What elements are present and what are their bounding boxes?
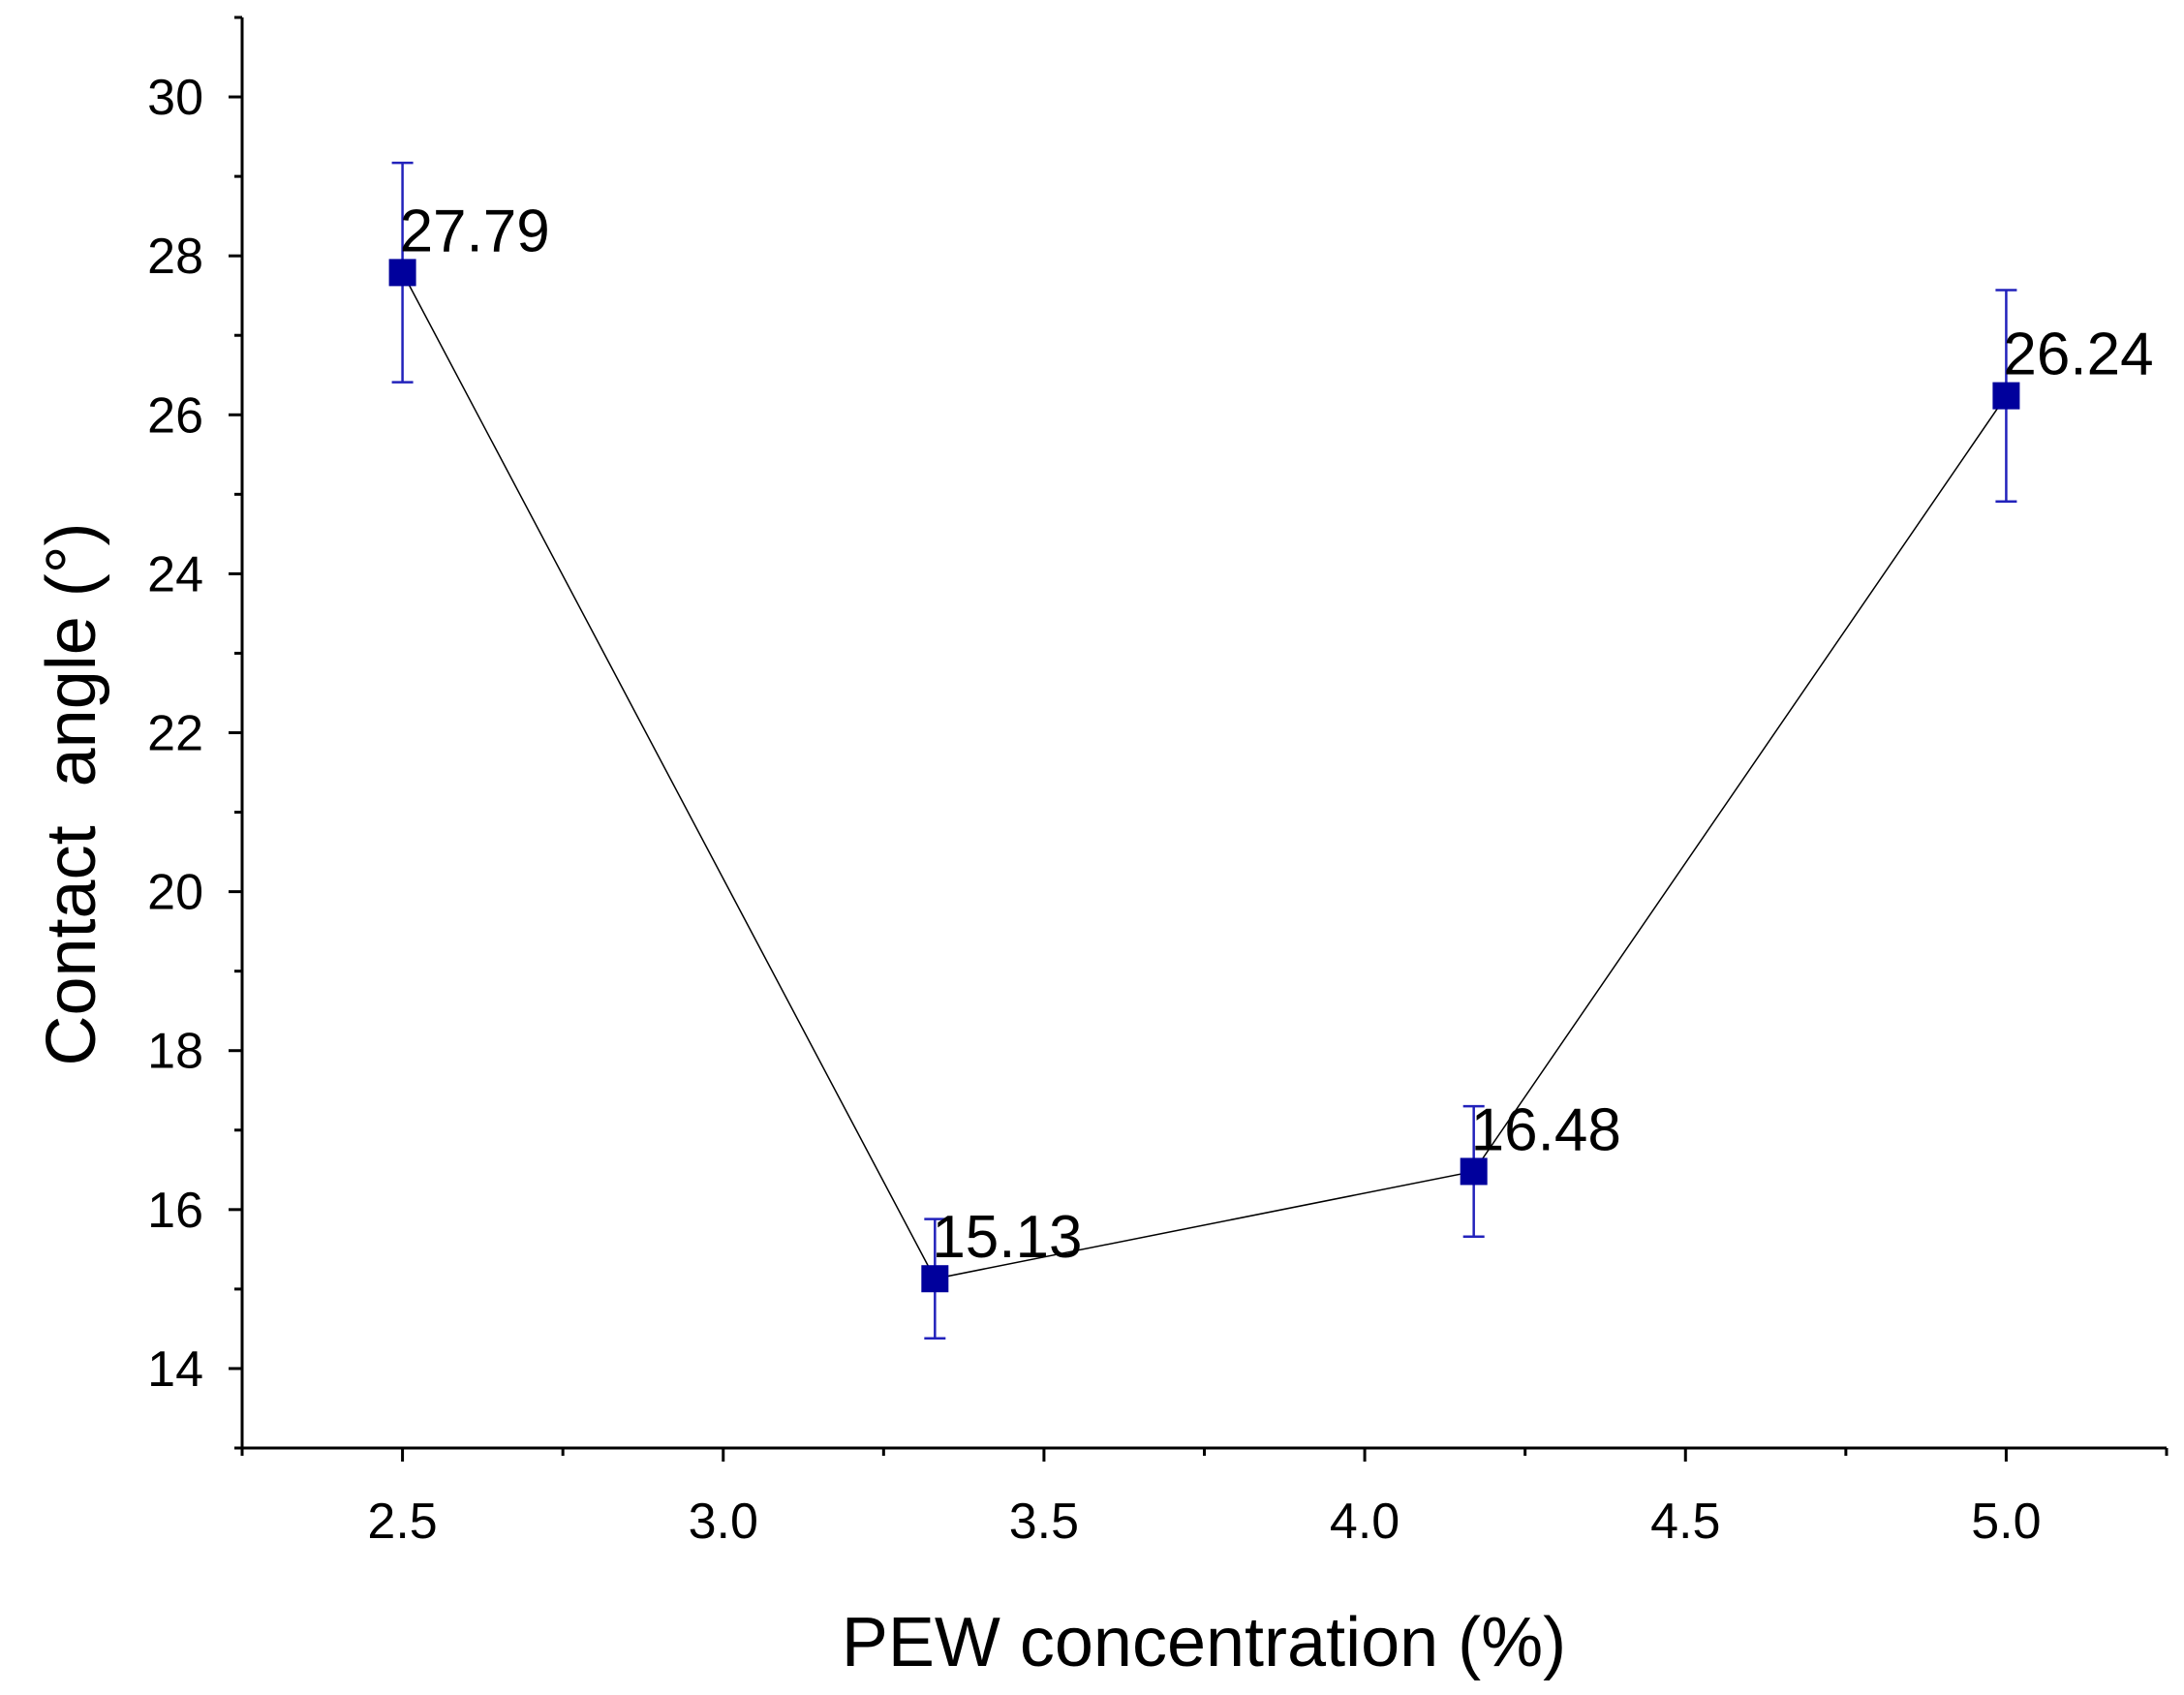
x-axis-title: PEW concentration (%) bbox=[842, 1604, 1566, 1681]
y-tick-label: 20 bbox=[147, 865, 203, 921]
y-ticks: 14 16 18 20 22 24 26 28 30 bbox=[147, 15, 242, 1450]
data-label: 26.24 bbox=[2003, 322, 2153, 388]
data-point bbox=[1460, 1157, 1488, 1186]
x-tick-label: 3.0 bbox=[689, 1494, 758, 1550]
data-point bbox=[1992, 382, 2020, 410]
data-label: 16.48 bbox=[1471, 1096, 1621, 1163]
y-tick-label: 26 bbox=[147, 387, 203, 444]
series-layer: 27.79 15.13 16.48 26.24 bbox=[388, 161, 2154, 1341]
y-tick-label: 24 bbox=[147, 546, 203, 602]
x-tick-label: 5.0 bbox=[1971, 1494, 2041, 1550]
x-tick-label: 4.0 bbox=[1330, 1494, 1400, 1550]
x-tick-label: 2.5 bbox=[367, 1494, 437, 1550]
x-tick-label: 3.5 bbox=[1009, 1494, 1079, 1550]
x-tick-label: 4.5 bbox=[1650, 1494, 1720, 1550]
x-ticks: 2.5 3.0 3.5 4.0 4.5 5.0 bbox=[240, 1448, 2169, 1550]
y-tick-label: 14 bbox=[147, 1341, 203, 1398]
y-axis-title: Contact angle (°) bbox=[33, 522, 110, 1065]
y-tick-label: 30 bbox=[147, 70, 203, 126]
y-tick-label: 22 bbox=[147, 706, 203, 762]
y-tick-label: 18 bbox=[147, 1024, 203, 1080]
y-tick-label: 16 bbox=[147, 1183, 203, 1239]
data-label: 15.13 bbox=[932, 1204, 1082, 1271]
data-label: 27.79 bbox=[400, 198, 550, 264]
data-point bbox=[388, 259, 416, 287]
series-line bbox=[401, 272, 2008, 1280]
y-tick-label: 28 bbox=[147, 229, 203, 285]
data-point bbox=[921, 1265, 949, 1293]
